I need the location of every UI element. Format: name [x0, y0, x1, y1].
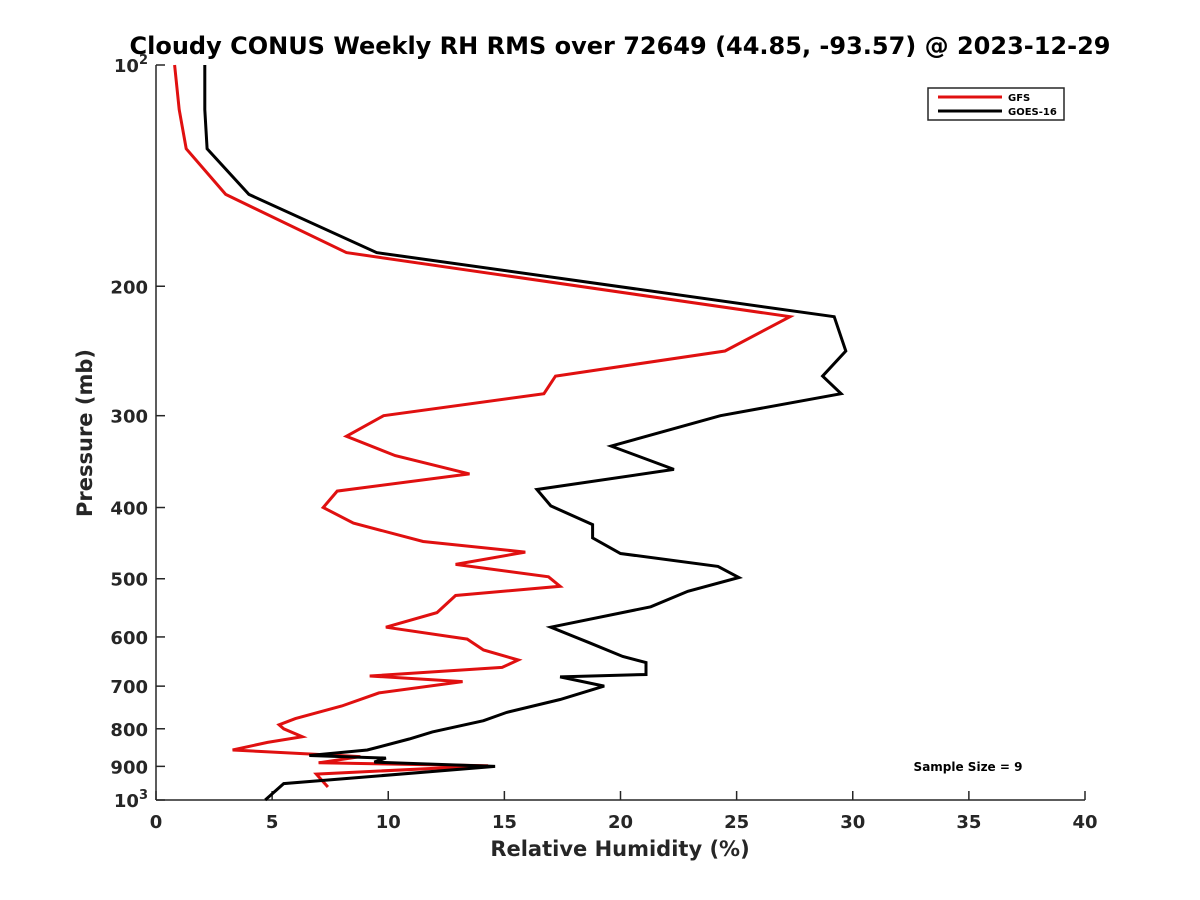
y-tick-label: 500: [110, 570, 148, 591]
sample-size-annotation: Sample Size = 9: [914, 760, 1023, 774]
y-tick-label-base: 10: [114, 791, 139, 812]
legend-box: [927, 87, 1065, 121]
axes: [155, 65, 1085, 801]
series-line-gfs: [173, 64, 795, 789]
x-tick-label: 30: [840, 812, 865, 833]
y-axis-label: Pressure (mb): [73, 349, 97, 517]
series-layer: [173, 64, 848, 802]
x-tick-label: 10: [376, 812, 401, 833]
y-tick-label: 600: [110, 628, 148, 649]
y-tick-label: 300: [110, 407, 148, 428]
x-axis-label: Relative Humidity (%): [490, 837, 749, 861]
y-tick-label: 900: [110, 757, 148, 778]
chart-title: Cloudy CONUS Weekly RH RMS over 72649 (4…: [130, 32, 1111, 60]
x-tick-label: 40: [1072, 812, 1097, 833]
y-tick-label-base: 10: [114, 56, 139, 77]
x-tick-label: 20: [608, 812, 633, 833]
x-axis-ticks: 0 5 10 15 20 25 30 35 40: [150, 791, 1098, 833]
y-tick-label: 200: [110, 277, 148, 298]
y-tick-label: 103: [114, 788, 148, 812]
legend-label: GFS: [1008, 93, 1030, 104]
x-tick-label: 35: [956, 812, 981, 833]
y-tick-label: 102: [114, 53, 148, 77]
y-tick-label: 800: [110, 720, 148, 741]
x-tick-label: 15: [492, 812, 517, 833]
y-tick-label: 700: [110, 677, 148, 698]
x-tick-label: 0: [150, 812, 163, 833]
y-tick-label-exponent: 2: [139, 53, 148, 68]
series-line-goes-16: [203, 65, 848, 802]
legend: GFS GOES-16: [927, 87, 1065, 121]
x-tick-label: 5: [266, 812, 279, 833]
y-tick-label: 400: [110, 499, 148, 520]
legend-label: GOES-16: [1008, 107, 1057, 118]
x-tick-label: 25: [724, 812, 749, 833]
y-tick-label-exponent: 3: [139, 788, 148, 803]
